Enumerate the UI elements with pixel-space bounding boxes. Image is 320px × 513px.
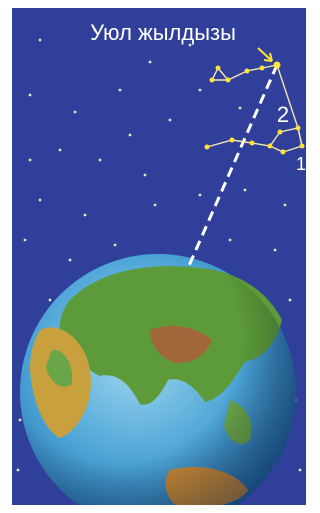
star [250, 141, 255, 146]
star [239, 107, 242, 110]
star [300, 144, 305, 149]
star [274, 249, 277, 252]
label-2: 2 [277, 102, 289, 127]
star [149, 61, 152, 64]
star [84, 214, 87, 217]
star [19, 419, 22, 422]
star [154, 204, 157, 207]
star [230, 138, 235, 143]
star [24, 239, 27, 242]
star [289, 299, 292, 302]
star [17, 469, 20, 472]
star [119, 89, 122, 92]
star [29, 159, 32, 162]
star [114, 244, 117, 247]
star [229, 239, 232, 242]
star [226, 78, 231, 83]
star [216, 66, 221, 71]
star [296, 126, 301, 131]
caption: Уюл жылдызы [90, 20, 236, 45]
star [284, 204, 287, 207]
star [199, 89, 202, 92]
star [99, 159, 102, 162]
polaris [274, 62, 281, 69]
star [268, 144, 273, 149]
star [74, 111, 77, 114]
star [205, 145, 210, 150]
star [39, 199, 42, 202]
star [169, 119, 172, 122]
star [49, 299, 52, 302]
star [260, 66, 265, 71]
star [39, 39, 42, 42]
scene: Уюл жылдызы 2 1 [0, 0, 312, 513]
star [245, 69, 250, 74]
star [29, 94, 32, 97]
star [59, 149, 62, 152]
star [144, 174, 147, 177]
page: Уюл жылдызы 2 1 (() => { const data = JS… [0, 0, 312, 513]
star [299, 469, 302, 472]
star [244, 189, 247, 192]
star [129, 134, 132, 137]
star [210, 78, 215, 83]
star [278, 130, 283, 135]
label-1: 1 [296, 154, 306, 174]
star [69, 259, 72, 262]
star [199, 194, 202, 197]
star [281, 150, 286, 155]
